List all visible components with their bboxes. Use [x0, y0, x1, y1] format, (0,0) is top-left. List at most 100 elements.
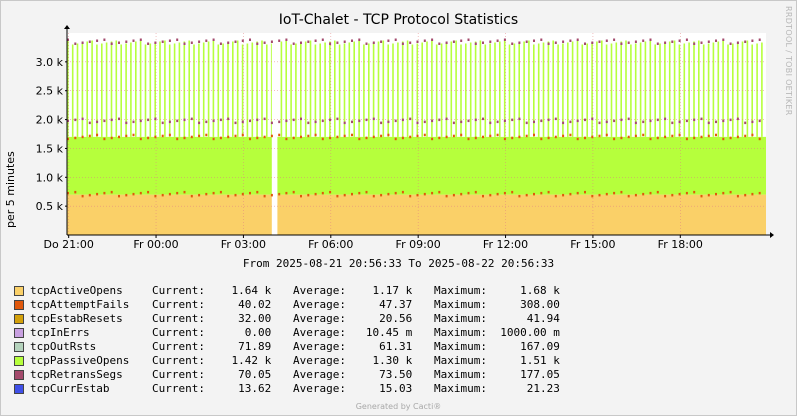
- mark-tcpEstabResets: [423, 133, 426, 137]
- mark-tcpOutRsts: [613, 119, 616, 123]
- mark-tcpAttemptFails: [168, 192, 171, 196]
- spike-bar: [668, 41, 671, 137]
- legend-maximum: Maximum: 177.05: [434, 368, 560, 381]
- mark-tcpAttemptFails: [241, 192, 244, 196]
- spike-bar: [115, 40, 118, 137]
- mark-tcpAttemptFails: [431, 191, 434, 195]
- spike-bar: [610, 43, 613, 137]
- mark-tcpOutRsts: [431, 119, 434, 123]
- chart-title: IoT-Chalet - TCP Protocol Statistics: [278, 12, 519, 28]
- mark-tcpAttemptFails: [365, 190, 368, 194]
- legend-row-tcpPassiveOpens: tcpPassiveOpens Current: 1.42 k Average: 1…: [14, 354, 560, 368]
- mark-tcpAttemptFails: [256, 190, 259, 194]
- mark-tcpEstabResets: [409, 135, 412, 139]
- mark-tcpAttemptFails: [234, 193, 237, 197]
- mark-tcpRetransSegs: [212, 38, 215, 41]
- spike-bar: [620, 41, 622, 137]
- legend-swatch: [14, 314, 24, 324]
- mark-tcpEstabResets: [88, 134, 91, 138]
- mark-tcpAttemptFails: [540, 191, 543, 195]
- mark-tcpAttemptFails: [96, 192, 99, 196]
- mark-tcpRetransSegs: [365, 42, 368, 45]
- mark-tcpOutRsts: [438, 118, 441, 122]
- mark-tcpAttemptFails: [744, 193, 747, 197]
- mark-tcpAttemptFails: [511, 190, 514, 194]
- spike-bar: [746, 40, 749, 137]
- spike-bar: [358, 40, 360, 137]
- mark-tcpEstabResets: [576, 137, 579, 141]
- spike-bar: [596, 41, 598, 137]
- legend-swatch: [14, 300, 24, 310]
- spike-bar: [130, 42, 132, 137]
- mark-tcpRetransSegs: [314, 39, 317, 42]
- mark-tcpRetransSegs: [176, 38, 179, 41]
- mark-tcpAttemptFails: [132, 192, 135, 196]
- mark-tcpRetransSegs: [678, 39, 681, 42]
- mark-tcpEstabResets: [562, 134, 565, 138]
- mark-tcpRetransSegs: [110, 42, 113, 45]
- mark-tcpRetransSegs: [263, 41, 266, 44]
- mark-tcpOutRsts: [547, 118, 550, 122]
- spike-bar: [688, 42, 690, 137]
- mark-tcpAttemptFails: [88, 193, 91, 197]
- mark-tcpRetransSegs: [511, 42, 514, 45]
- spike-bar: [401, 41, 404, 137]
- mark-tcpAttemptFails: [634, 193, 637, 197]
- spike-bar: [300, 42, 302, 137]
- mark-tcpAttemptFails: [758, 191, 761, 195]
- mark-tcpEstabResets: [489, 134, 492, 138]
- mark-tcpEstabResets: [758, 137, 761, 141]
- mark-tcpEstabResets: [482, 135, 484, 139]
- mark-tcpAttemptFails: [751, 192, 754, 196]
- mark-tcpRetransSegs: [613, 38, 616, 41]
- spike-bar: [523, 41, 525, 137]
- mark-tcpOutRsts: [627, 117, 630, 121]
- mark-tcpRetransSegs: [183, 42, 186, 45]
- legend-row-tcpActiveOpens: tcpActiveOpens Current: 1.64 k Average: 1.…: [14, 284, 560, 298]
- mark-tcpOutRsts: [358, 119, 361, 123]
- mark-tcpEstabResets: [496, 133, 499, 137]
- mark-tcpEstabResets: [467, 137, 470, 141]
- spike-bar: [202, 42, 205, 137]
- spike-bar: [707, 43, 710, 137]
- mark-tcpOutRsts: [336, 117, 339, 121]
- mark-tcpEstabResets: [671, 134, 674, 138]
- spike-bar: [503, 40, 506, 137]
- mark-tcpOutRsts: [394, 119, 397, 123]
- x-tick-label: Fr 00:00: [133, 238, 178, 251]
- mark-tcpRetransSegs: [584, 42, 586, 45]
- spike-bar: [639, 42, 642, 137]
- mark-tcpAttemptFails: [380, 193, 383, 197]
- spike-bar: [494, 42, 496, 137]
- spike-bar: [644, 41, 647, 137]
- spike-bar: [479, 40, 482, 137]
- spike-bar: [227, 42, 229, 137]
- spike-bar: [149, 43, 152, 137]
- spike-bar: [295, 43, 297, 137]
- mark-tcpEstabResets: [584, 136, 586, 140]
- mark-tcpEstabResets: [394, 137, 397, 141]
- mark-tcpEstabResets: [365, 136, 368, 140]
- mark-tcpEstabResets: [452, 134, 455, 138]
- mark-tcpOutRsts: [460, 120, 463, 124]
- mark-tcpOutRsts: [744, 121, 747, 125]
- mark-tcpOutRsts: [620, 118, 623, 122]
- mark-tcpOutRsts: [642, 120, 645, 124]
- mark-tcpRetransSegs: [598, 40, 601, 43]
- mark-tcpRetransSegs: [416, 40, 419, 43]
- mark-tcpOutRsts: [401, 118, 404, 122]
- spike-bar: [581, 44, 584, 137]
- mark-tcpAttemptFails: [576, 191, 579, 195]
- mark-tcpEstabResets: [656, 136, 659, 140]
- spike-bar: [450, 41, 453, 137]
- mark-tcpEstabResets: [438, 136, 441, 140]
- mark-tcpOutRsts: [751, 120, 754, 124]
- mark-tcpEstabResets: [569, 133, 572, 137]
- spike-bar: [562, 43, 564, 137]
- spike-bar: [484, 44, 487, 137]
- spike-bar: [717, 41, 720, 137]
- spike-bar: [154, 42, 156, 137]
- legend-current: Current: 70.05: [152, 368, 272, 381]
- spike-bar: [552, 40, 554, 137]
- spike-bar: [601, 40, 603, 137]
